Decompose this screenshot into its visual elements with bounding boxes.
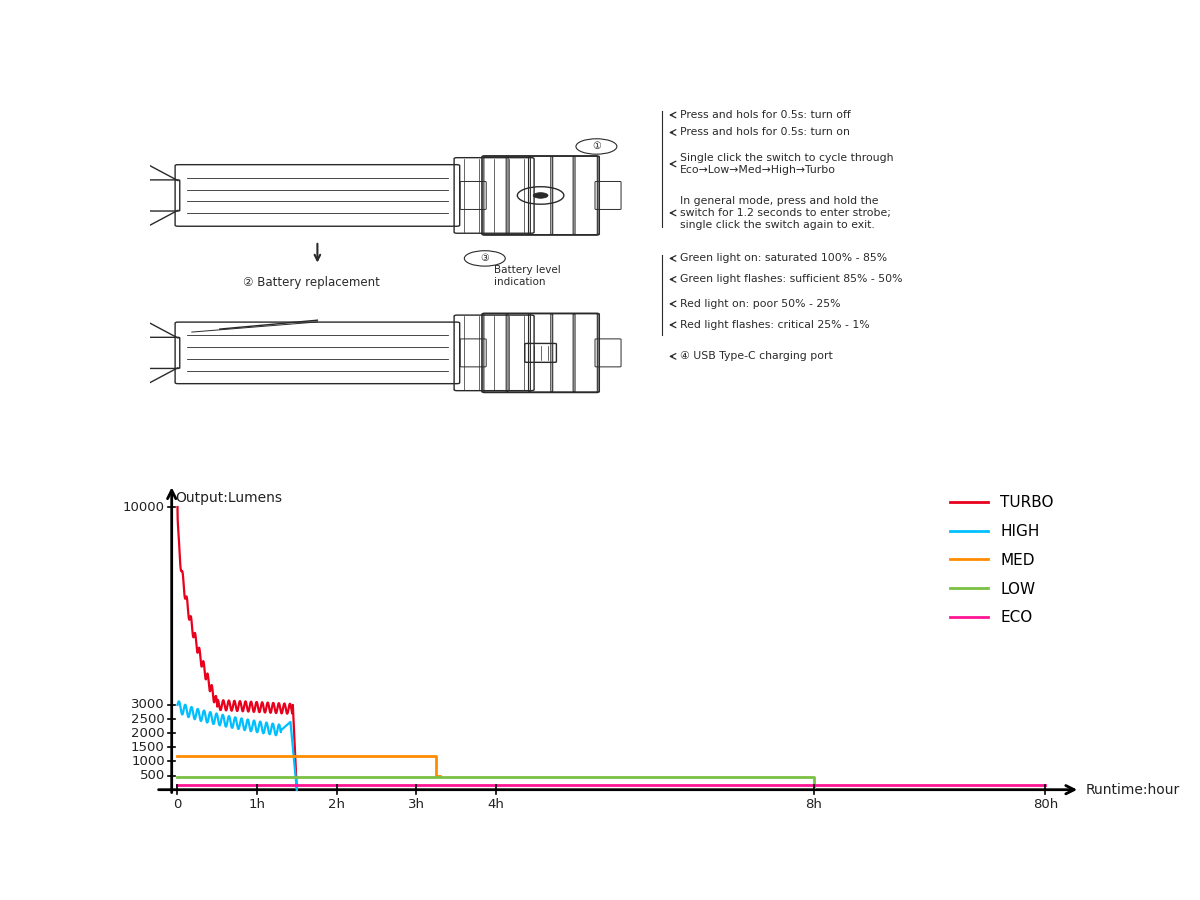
Text: Single click the switch to cycle through
Eco→Low→Med→High→Turbo: Single click the switch to cycle through…: [680, 153, 894, 175]
Text: ①: ①: [592, 141, 601, 151]
Circle shape: [533, 193, 548, 198]
Text: 3h: 3h: [408, 798, 425, 811]
Text: ④ USB Type-C charging port: ④ USB Type-C charging port: [680, 351, 833, 362]
Text: 1000: 1000: [131, 755, 164, 768]
Text: 4h: 4h: [487, 798, 504, 811]
Text: 8h: 8h: [805, 798, 822, 811]
Text: 2h: 2h: [328, 798, 346, 811]
Text: ② Battery replacement: ② Battery replacement: [242, 276, 380, 289]
Text: Red light on: poor 50% - 25%: Red light on: poor 50% - 25%: [680, 299, 840, 309]
Text: 0: 0: [173, 798, 181, 811]
Text: 80h: 80h: [1033, 798, 1058, 811]
Text: 500: 500: [139, 770, 164, 782]
Text: 10000: 10000: [122, 500, 164, 514]
Text: ③: ③: [480, 254, 490, 264]
Text: 1500: 1500: [131, 741, 164, 754]
Text: 3000: 3000: [131, 698, 164, 711]
Text: Output:Lumens: Output:Lumens: [175, 491, 282, 505]
Text: In general mode, press and hold the
switch for 1.2 seconds to enter strobe;
sing: In general mode, press and hold the swit…: [680, 196, 890, 230]
Text: Press and hols for 0.5s: turn on: Press and hols for 0.5s: turn on: [680, 128, 850, 138]
Text: 1h: 1h: [248, 798, 265, 811]
Text: Battery level
indication: Battery level indication: [494, 266, 560, 287]
Text: Press and hols for 0.5s: turn off: Press and hols for 0.5s: turn off: [680, 110, 851, 120]
Text: 2500: 2500: [131, 713, 164, 725]
Text: 2000: 2000: [131, 726, 164, 740]
Text: Green light on: saturated 100% - 85%: Green light on: saturated 100% - 85%: [680, 254, 887, 264]
Text: Red light flashes: critical 25% - 1%: Red light flashes: critical 25% - 1%: [680, 320, 870, 330]
Text: Runtime:hour: Runtime:hour: [1086, 783, 1180, 796]
Legend: TURBO, HIGH, MED, LOW, ECO: TURBO, HIGH, MED, LOW, ECO: [950, 495, 1054, 626]
Text: Green light flashes: sufficient 85% - 50%: Green light flashes: sufficient 85% - 50…: [680, 274, 902, 284]
